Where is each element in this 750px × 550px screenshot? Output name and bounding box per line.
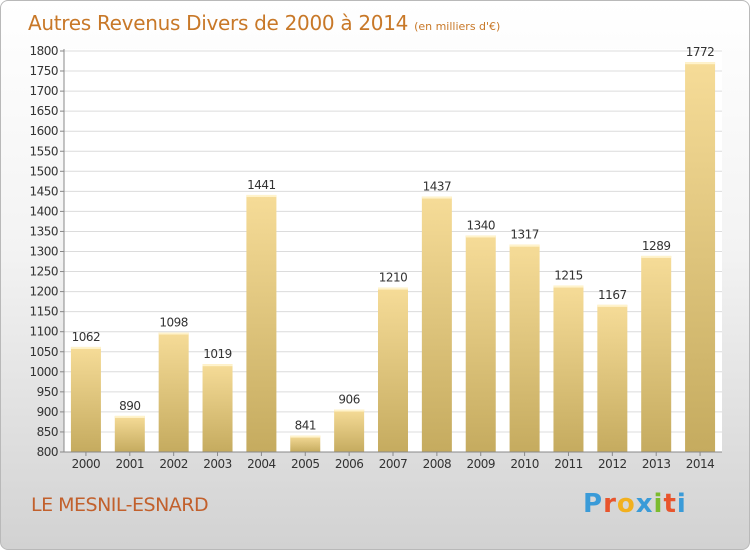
y-tick-label: 800 — [37, 445, 58, 459]
bars: 1062 890 1098 1019 1441 841 906 1210 1437 1340 131… — [70, 45, 716, 453]
bar-value-label: 1437 — [423, 180, 452, 194]
x-tick-label: 2011 — [554, 457, 583, 471]
bar-2004 — [246, 194, 277, 453]
bar-value-label: 1167 — [598, 288, 627, 302]
bar-2008 — [421, 196, 452, 452]
bar-top-highlight — [378, 287, 408, 290]
bar-top-highlight — [290, 435, 321, 438]
bar-2012 — [597, 304, 628, 452]
bar-2013 — [641, 255, 672, 452]
y-tick-label: 1400 — [29, 204, 58, 218]
bar-top-highlight — [70, 346, 101, 349]
chart-subtitle: (en milliers d'€) — [414, 20, 501, 33]
x-tick-label: 2006 — [335, 457, 364, 471]
bar-2014 — [685, 62, 716, 453]
y-tick-label: 1550 — [29, 144, 58, 158]
bar-value-label: 906 — [338, 392, 359, 406]
bar-top-highlight — [158, 332, 189, 335]
y-tick-label: 1000 — [29, 365, 58, 379]
bar-2009 — [465, 235, 496, 452]
bar-value-label: 1340 — [466, 218, 495, 232]
x-tick-label: 2010 — [510, 457, 539, 471]
bar-top-highlight — [334, 409, 365, 412]
y-tick-label: 1100 — [29, 325, 58, 339]
bar-2001 — [114, 415, 145, 452]
logo-letter: r — [603, 489, 617, 519]
y-tick-label: 1500 — [29, 164, 58, 178]
y-tick-label: 1250 — [29, 265, 58, 279]
x-tick-label: 2003 — [203, 457, 232, 471]
logo-letter: x — [635, 489, 654, 519]
y-tick-label: 950 — [37, 385, 58, 399]
bar-value-label: 1062 — [72, 330, 101, 344]
title-block: Autres Revenus Divers de 2000 à 2014 (en … — [28, 11, 500, 35]
bar-top-highlight — [553, 285, 584, 288]
bar-top-highlight — [465, 235, 496, 238]
x-tick-label: 2001 — [116, 457, 145, 471]
bar-top-highlight — [246, 194, 277, 197]
bar-top-highlight — [114, 415, 145, 418]
bar-top-highlight — [685, 62, 716, 65]
y-tick-label: 850 — [37, 425, 58, 439]
x-tick-label: 2007 — [379, 457, 408, 471]
commune-name: LE MESNIL-ESNARD — [31, 494, 209, 516]
bar-top-highlight — [509, 244, 540, 247]
x-tick-label: 2000 — [72, 457, 101, 471]
y-tick-label: 1350 — [29, 224, 58, 238]
bar-value-label: 1772 — [686, 45, 715, 59]
proxiti-logo: Proxiti — [583, 489, 687, 519]
bar-top-highlight — [421, 196, 452, 199]
bar-value-label: 1441 — [247, 178, 276, 192]
y-tick-label: 1300 — [29, 245, 58, 259]
bar-value-label: 841 — [295, 419, 316, 433]
y-tick-label: 900 — [37, 405, 58, 419]
x-tick-label: 2009 — [466, 457, 495, 471]
y-tick-label: 1700 — [29, 84, 58, 98]
y-tick-label: 1750 — [29, 64, 58, 78]
bar-top-highlight — [641, 255, 672, 258]
x-axis-ticks: 2000 2001 2002 2003 2004 2005 2006 2007 2008 2009… — [72, 452, 715, 471]
bar-value-label: 1098 — [159, 316, 188, 330]
bar-2005 — [290, 435, 321, 452]
bar-value-label: 1215 — [554, 269, 583, 283]
y-tick-label: 1150 — [29, 305, 58, 319]
logo-letter: i — [676, 489, 687, 519]
x-tick-label: 2004 — [247, 457, 276, 471]
bar-2006 — [334, 409, 365, 452]
y-tick-label: 1800 — [29, 44, 58, 58]
chart-title: Autres Revenus Divers de 2000 à 2014 — [28, 11, 409, 35]
bar-2010 — [509, 244, 540, 452]
y-axis-ticks: 800 850 900 950 1000 1050 1100 1150 1200 1250 1300… — [29, 44, 64, 459]
bar-top-highlight — [597, 304, 628, 307]
bar-value-label: 1317 — [510, 228, 539, 242]
x-tick-label: 2005 — [291, 457, 320, 471]
bar-2002 — [158, 332, 189, 452]
logo-letter: i — [653, 489, 664, 519]
bar-2003 — [202, 364, 233, 452]
x-tick-label: 2008 — [423, 457, 452, 471]
bar-2011 — [553, 285, 584, 452]
bar-value-label: 1019 — [203, 347, 232, 361]
y-tick-label: 1600 — [29, 124, 58, 138]
y-tick-label: 1450 — [29, 184, 58, 198]
logo-letter: P — [583, 489, 604, 519]
bar-value-label: 1210 — [379, 271, 408, 285]
x-tick-label: 2012 — [598, 457, 627, 471]
x-tick-label: 2002 — [159, 457, 188, 471]
y-tick-label: 1200 — [29, 285, 58, 299]
bar-top-highlight — [202, 364, 233, 367]
bar-value-label: 1289 — [642, 239, 671, 253]
y-tick-label: 1050 — [29, 345, 58, 359]
x-tick-label: 2014 — [686, 457, 715, 471]
y-tick-label: 1650 — [29, 104, 58, 118]
logo-letter: o — [616, 489, 636, 519]
logo-letter: t — [663, 489, 677, 519]
bar-2000 — [70, 346, 101, 452]
bar-2007 — [378, 287, 408, 452]
x-tick-label: 2013 — [642, 457, 671, 471]
bar-value-label: 890 — [119, 399, 140, 413]
